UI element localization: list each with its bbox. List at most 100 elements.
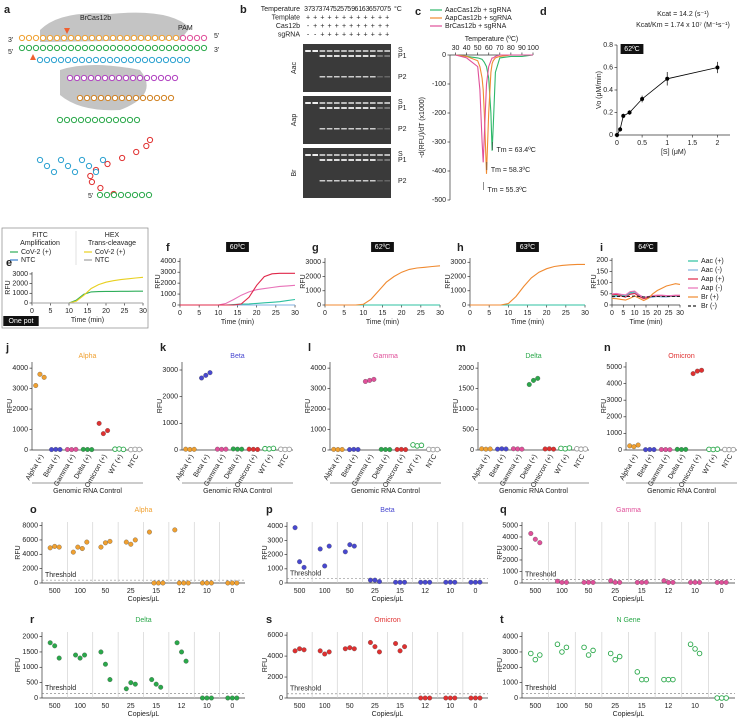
x-tick-label: 15 — [638, 588, 646, 595]
gel-sign: + — [378, 14, 382, 21]
data-point — [398, 446, 404, 452]
y-tick-label: 1000 — [22, 664, 38, 671]
panel-letter: c — [415, 6, 421, 18]
data-point — [617, 579, 623, 585]
gel-band — [362, 107, 369, 109]
gel-band — [355, 76, 362, 78]
data-point — [153, 681, 159, 687]
gel-row-label: Temperature — [261, 6, 300, 13]
y-axis-title: Vo (μM/min) — [596, 71, 603, 109]
nucleotide — [91, 116, 99, 124]
data-point — [447, 695, 453, 701]
y-axis-title: RFU — [591, 274, 598, 288]
data-point — [688, 579, 694, 585]
nucleotide — [78, 56, 86, 64]
y-tick-label: 0 — [279, 580, 283, 587]
data-point — [422, 579, 428, 585]
gel-band — [334, 55, 340, 57]
data-point — [585, 652, 592, 658]
panel-letter: f — [166, 242, 170, 254]
gel-band — [377, 55, 383, 57]
gel-band — [341, 55, 347, 57]
gel-band — [370, 154, 376, 156]
y-tick-label: 0 — [24, 300, 28, 307]
gel-band — [348, 154, 354, 156]
data-point — [387, 447, 393, 453]
y-tick-label: 0 — [514, 695, 518, 702]
data-point — [418, 695, 424, 701]
x-tick-label: 0 — [468, 310, 472, 317]
gel-band — [348, 102, 354, 104]
legend-label: BrCas12b + sgRNA — [445, 23, 507, 30]
gel-band — [384, 102, 390, 104]
chart-title: Beta — [380, 507, 395, 514]
gel-sign: + — [385, 31, 389, 38]
gel-band-label: P1 — [398, 53, 407, 60]
nucleotide — [73, 74, 81, 82]
gel-band — [334, 50, 340, 52]
gel-band — [326, 128, 333, 130]
gel-sign: + — [335, 23, 339, 30]
panel-letter: q — [500, 504, 507, 516]
gel-band — [319, 128, 326, 130]
data-point — [179, 649, 185, 655]
data-point — [635, 442, 641, 448]
data-point — [199, 580, 205, 586]
gel-band — [326, 107, 333, 109]
data-point — [234, 695, 240, 701]
nucleotide — [88, 34, 96, 42]
nucleotide — [74, 34, 82, 42]
gel-band — [334, 102, 340, 104]
data-point — [528, 650, 534, 657]
gel-band — [377, 159, 383, 161]
data-point — [554, 641, 561, 648]
x-tick-label: 12 — [665, 588, 673, 595]
nucleotide — [18, 34, 26, 42]
data-point — [301, 647, 307, 653]
nucleotide — [85, 162, 93, 170]
nucleotide — [67, 34, 75, 42]
nucleotide — [76, 94, 84, 102]
nucleotide — [64, 56, 72, 64]
x-tick-label: 5 — [197, 310, 201, 317]
nucleotide — [139, 94, 147, 102]
x-tick-label: WT (+) — [258, 453, 275, 475]
x-tick-label: 100 — [556, 703, 568, 710]
data-point — [181, 580, 187, 586]
nucleotide — [102, 34, 110, 42]
gel-band — [384, 128, 390, 130]
gel-band — [319, 102, 326, 104]
data-point — [136, 446, 143, 453]
data-point — [120, 446, 127, 453]
gel-sign: + — [342, 23, 346, 30]
nucleotide — [144, 34, 152, 42]
nucleotide — [43, 56, 51, 64]
nucleotide — [150, 74, 158, 82]
cut-site — [30, 28, 70, 60]
nucleotide — [155, 56, 163, 64]
condition-tag — [3, 316, 39, 326]
gel-sign: + — [306, 14, 310, 21]
gel-band — [370, 107, 376, 109]
nucleotide — [124, 191, 132, 199]
series-line — [325, 265, 441, 306]
nucleotide — [122, 74, 130, 82]
x-tick-label: 1 — [665, 140, 669, 147]
data-point — [70, 549, 76, 555]
series-line — [611, 290, 680, 298]
nucleotide — [92, 168, 100, 176]
nucleotide — [145, 191, 153, 199]
nucleotide — [110, 191, 118, 199]
data-point — [546, 446, 552, 452]
data-point — [98, 544, 104, 550]
data-point — [100, 431, 106, 437]
nucleotide — [109, 34, 117, 42]
threshold-label: Threshold — [525, 571, 556, 578]
nucleotide — [138, 191, 146, 199]
y-tick-label: 3000 — [502, 649, 518, 656]
x-tick-label: NTC — [127, 453, 140, 469]
gel-band — [326, 154, 333, 156]
y-tick-label: 500 — [26, 679, 38, 686]
y-axis-title: RFU — [15, 545, 22, 559]
nucleotide — [141, 56, 149, 64]
